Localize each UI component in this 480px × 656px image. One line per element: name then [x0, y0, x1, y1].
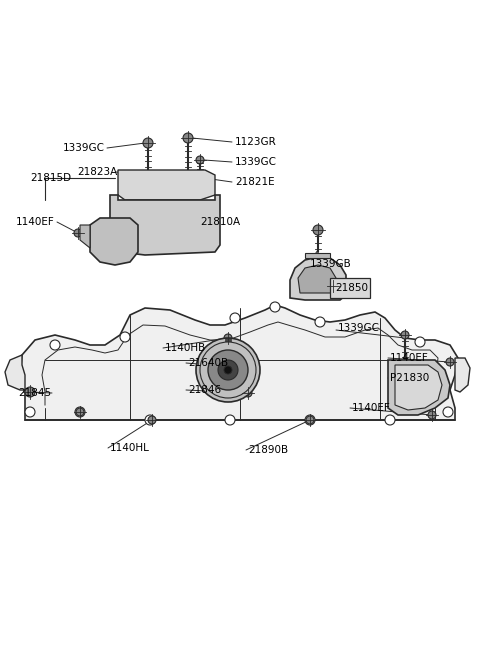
Text: 1140EF: 1140EF	[352, 403, 391, 413]
Circle shape	[306, 416, 314, 424]
Text: 21640B: 21640B	[188, 358, 228, 368]
Text: 21890B: 21890B	[248, 445, 288, 455]
Circle shape	[76, 408, 84, 416]
Circle shape	[385, 415, 395, 425]
Circle shape	[414, 384, 422, 392]
Circle shape	[183, 133, 193, 143]
Circle shape	[105, 236, 119, 250]
Text: 1339GC: 1339GC	[63, 143, 105, 153]
Circle shape	[148, 416, 156, 424]
Circle shape	[196, 156, 204, 164]
Text: 1123GR: 1123GR	[235, 137, 277, 147]
Text: 1339GC: 1339GC	[235, 157, 277, 167]
Circle shape	[230, 313, 240, 323]
Circle shape	[408, 378, 428, 398]
Circle shape	[218, 360, 238, 380]
Circle shape	[25, 407, 35, 417]
Circle shape	[225, 415, 235, 425]
Polygon shape	[5, 355, 25, 390]
Circle shape	[401, 331, 409, 339]
Circle shape	[143, 138, 153, 148]
Text: 21810A: 21810A	[200, 217, 240, 227]
Circle shape	[74, 229, 82, 237]
Circle shape	[208, 350, 248, 390]
Circle shape	[313, 225, 323, 235]
Text: 1140HB: 1140HB	[165, 343, 206, 353]
Circle shape	[305, 415, 315, 425]
Polygon shape	[388, 360, 450, 415]
Circle shape	[224, 334, 232, 342]
Circle shape	[244, 389, 252, 397]
Circle shape	[224, 366, 232, 374]
Text: 1339GB: 1339GB	[310, 259, 352, 269]
Circle shape	[270, 302, 280, 312]
Polygon shape	[395, 365, 442, 410]
Circle shape	[145, 415, 155, 425]
Polygon shape	[110, 195, 220, 255]
Text: 21823A: 21823A	[78, 167, 118, 177]
Circle shape	[443, 407, 453, 417]
Polygon shape	[290, 257, 346, 300]
Circle shape	[196, 338, 260, 402]
Polygon shape	[20, 305, 458, 420]
Circle shape	[75, 407, 85, 417]
Circle shape	[25, 387, 35, 397]
Circle shape	[315, 317, 325, 327]
Polygon shape	[330, 278, 370, 298]
Text: 21846: 21846	[188, 385, 221, 395]
Text: 1140EF: 1140EF	[390, 353, 429, 363]
Polygon shape	[118, 170, 215, 200]
Text: 21821E: 21821E	[235, 177, 275, 187]
Circle shape	[235, 385, 245, 395]
Circle shape	[98, 229, 126, 257]
Text: 1140EF: 1140EF	[16, 217, 55, 227]
Circle shape	[446, 358, 454, 366]
Text: 21850: 21850	[335, 283, 368, 293]
Text: 1140HL: 1140HL	[110, 443, 150, 453]
Circle shape	[428, 411, 436, 419]
Circle shape	[329, 282, 337, 290]
Polygon shape	[305, 253, 330, 258]
Polygon shape	[298, 265, 336, 293]
Text: 1339GC: 1339GC	[338, 323, 380, 333]
Text: 21845: 21845	[18, 388, 51, 398]
Circle shape	[120, 332, 130, 342]
Circle shape	[415, 337, 425, 347]
Polygon shape	[455, 358, 470, 392]
Polygon shape	[80, 225, 90, 248]
Circle shape	[400, 370, 436, 406]
Text: 21815D: 21815D	[30, 173, 71, 183]
Circle shape	[50, 340, 60, 350]
Text: P21830: P21830	[390, 373, 429, 383]
Polygon shape	[90, 218, 138, 265]
